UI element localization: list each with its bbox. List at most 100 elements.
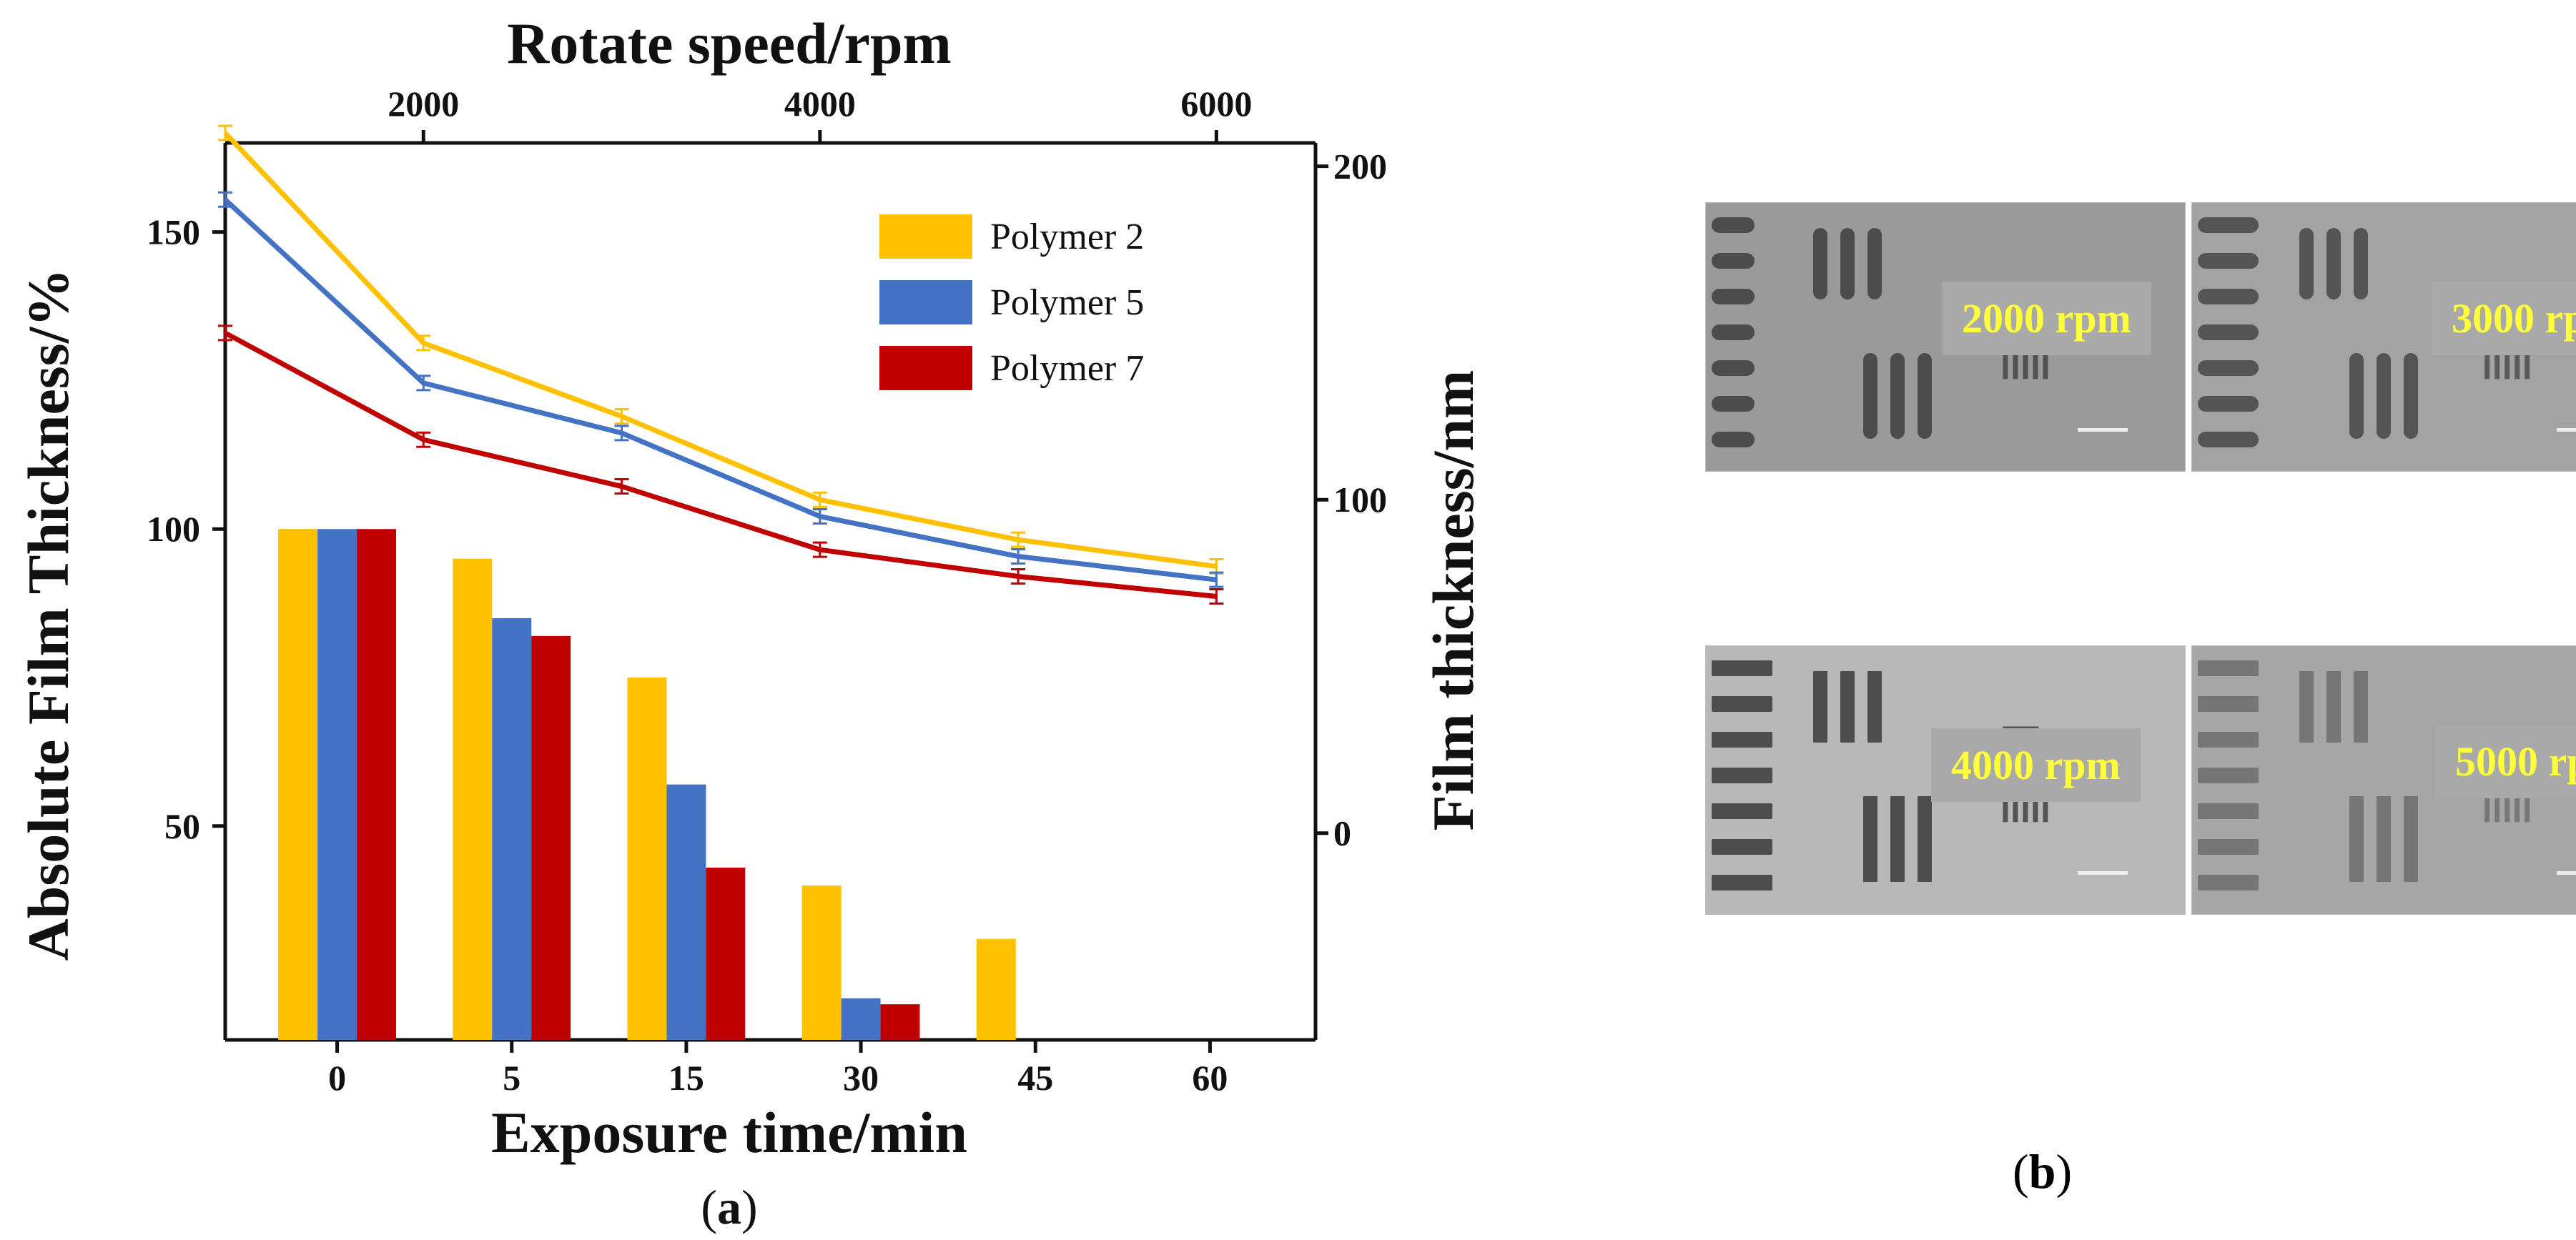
right-tick-label: 100 <box>1333 480 1387 520</box>
pattern-bar <box>2198 217 2259 233</box>
micrograph-label: 3000 rpm <box>2432 282 2576 355</box>
bar-polymer-5 <box>666 784 706 1040</box>
micrograph-panel-b: 2000 rpm 3000 rpm 4000 rpm 5000 rpm <box>1537 0 2576 1240</box>
pattern-bar <box>2515 793 2520 823</box>
pattern-bar <box>1712 217 1755 233</box>
pattern-bar <box>2494 793 2500 823</box>
pattern-bar <box>2505 350 2510 380</box>
top-axis-title: Rotate speed/rpm <box>507 11 952 76</box>
pattern-bar <box>1890 353 1905 439</box>
chart-axes <box>212 130 1328 1053</box>
pattern-bar <box>2326 671 2341 743</box>
pattern-bar <box>2299 671 2314 743</box>
pattern-bar <box>1813 671 1827 743</box>
line-polymer-7 <box>224 330 1217 599</box>
pattern-bar <box>1712 324 1755 340</box>
pattern-bar <box>2404 353 2418 439</box>
legend-label: Polymer 7 <box>990 348 1144 389</box>
pattern-bar <box>2198 396 2259 412</box>
pattern-bar <box>2505 793 2510 823</box>
pattern-bar <box>2377 796 2391 882</box>
pattern-bar <box>1918 353 1932 439</box>
legend-label: Polymer 2 <box>990 217 1144 257</box>
pattern-bar <box>1890 796 1905 882</box>
legend-swatch <box>879 214 972 259</box>
pattern-bar <box>1712 253 1755 269</box>
tick-label-group: 50 100 150 0 100 200 2000 4000 6000 0 5 15 30 45 60 <box>147 84 1387 1098</box>
bar-polymer-5 <box>492 617 532 1040</box>
right-tick-label: 200 <box>1333 147 1387 187</box>
pattern-bar <box>2354 228 2368 299</box>
micrograph-2000-rpm: 2000 rpm <box>1705 202 2186 472</box>
pattern-bar <box>1918 796 1932 882</box>
pattern-bar <box>2349 353 2364 439</box>
pattern-bar <box>2198 875 2259 891</box>
pattern-bar <box>1813 228 1827 299</box>
pattern-bar <box>2043 793 2048 823</box>
caption-a-letter: a <box>717 1180 741 1234</box>
pattern-bar <box>1712 803 1772 819</box>
legend: Polymer 2 Polymer 5 Polymer 7 <box>879 214 1144 390</box>
pattern-bar <box>2198 660 2259 676</box>
pattern-bar <box>2525 793 2530 823</box>
bar-polymer-7 <box>531 635 571 1040</box>
pattern-bar <box>2003 350 2008 380</box>
scale-bar <box>2557 871 2576 875</box>
pattern-bar <box>2023 793 2028 823</box>
legend-swatch <box>879 280 972 324</box>
pattern-bar <box>2198 324 2259 340</box>
scale-bar <box>2557 428 2576 432</box>
scale-bar <box>2078 871 2128 875</box>
chart-panel-a: 50 100 150 0 100 200 2000 4000 6000 0 5 15 30 45 60 Po… <box>16 11 1486 1234</box>
pattern-bar <box>1712 696 1772 712</box>
pattern-bar <box>2494 350 2500 380</box>
micrograph-label: 5000 rpm <box>2435 725 2576 798</box>
bar-polymer-7 <box>880 1004 920 1040</box>
bar-polymer-7 <box>357 529 396 1040</box>
pattern-bar <box>2013 793 2018 823</box>
pattern-bar <box>1712 875 1772 891</box>
bar-polymer-2 <box>627 678 667 1040</box>
x-tick-label: 45 <box>1017 1058 1053 1098</box>
micrograph-pattern <box>1712 217 2128 447</box>
line-polymer-2 <box>223 131 1217 569</box>
pattern-bar <box>1867 228 1882 299</box>
pattern-bar <box>1712 732 1772 748</box>
pattern-bar <box>2023 350 2028 380</box>
pattern-bar <box>2198 432 2259 447</box>
pattern-bar <box>2198 289 2259 304</box>
pattern-bar <box>2198 839 2259 855</box>
pattern-bar <box>2326 228 2341 299</box>
pattern-bar <box>2003 793 2008 823</box>
x-tick-label: 30 <box>843 1058 879 1098</box>
pattern-bar <box>1840 228 1855 299</box>
pattern-bar <box>2525 350 2530 380</box>
pattern-bar <box>2484 350 2490 380</box>
scale-bar <box>2078 428 2128 432</box>
pattern-bar <box>2198 803 2259 819</box>
x-tick-label: 5 <box>503 1058 520 1098</box>
bar-polymer-7 <box>706 867 746 1040</box>
bar-polymer-5 <box>841 998 881 1040</box>
bar-series-group <box>278 529 1016 1040</box>
pattern-bar <box>2349 796 2364 882</box>
x-tick-label: 15 <box>668 1058 704 1098</box>
pattern-bar <box>2404 796 2418 882</box>
pattern-bar <box>1712 289 1755 304</box>
bar-polymer-2 <box>278 529 318 1040</box>
x-axis-title: Exposure time/min <box>491 1100 967 1165</box>
caption-a: (a) <box>701 1180 757 1234</box>
pattern-bar <box>1863 796 1877 882</box>
pattern-bar <box>1863 353 1877 439</box>
pattern-bar <box>2043 350 2048 380</box>
top-tick-label: 4000 <box>784 84 856 124</box>
bar-polymer-5 <box>317 529 357 1040</box>
caption-b: (b) <box>2013 1144 2073 1199</box>
pattern-bar <box>1712 432 1755 447</box>
bar-polymer-2 <box>976 938 1016 1040</box>
pattern-bar <box>1712 660 1772 676</box>
x-tick-label: 60 <box>1192 1058 1228 1098</box>
pattern-bar <box>2198 360 2259 376</box>
line-polymer-5 <box>223 197 1217 582</box>
pattern-bar <box>2515 350 2520 380</box>
